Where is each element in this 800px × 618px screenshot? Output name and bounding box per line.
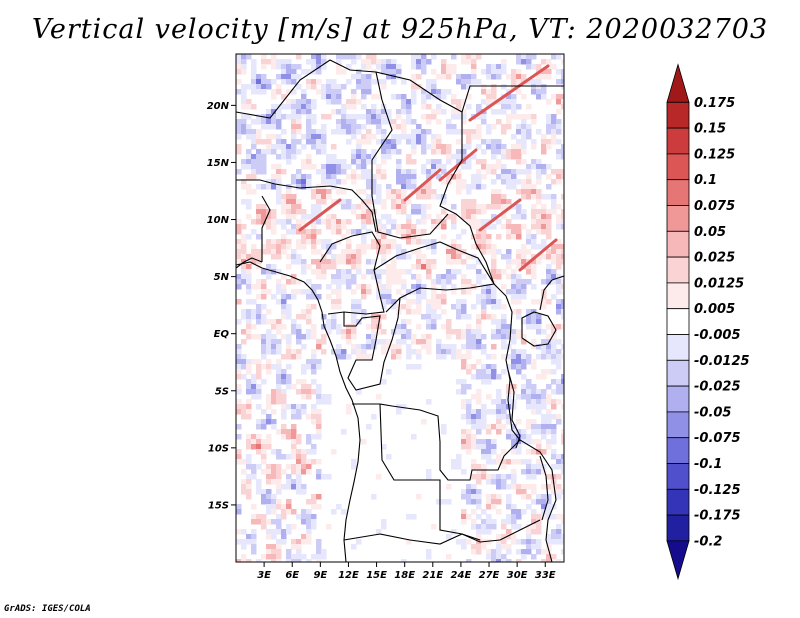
lon-tick-label: 6E <box>285 570 299 581</box>
border-sudan <box>461 85 564 113</box>
border-east-2 <box>539 275 564 311</box>
lake-victoria <box>521 311 557 347</box>
lat-tick-label: EQ <box>214 329 230 340</box>
colorbar-segment <box>666 230 690 258</box>
colorbar-label: -0.025 <box>694 380 741 395</box>
colorbar-label: 0.025 <box>694 251 735 266</box>
colorbar: 0.175 0.15 0.125 0.1 0.075 0.05 0.025 0.0125 0.0… <box>666 63 750 581</box>
colorbar-segment <box>666 437 690 464</box>
convective-streak <box>468 64 550 122</box>
colorbar-label: -0.005 <box>694 328 741 343</box>
border-namibia <box>343 519 541 545</box>
lon-tick-label: 18E <box>394 570 415 581</box>
lat-tick-label: 15S <box>208 500 229 511</box>
grads-credit: GrADS: IGES/COLA <box>4 604 91 614</box>
border-north <box>236 179 377 233</box>
lake-malawi <box>539 455 549 521</box>
lat-tick-label: 5S <box>215 386 229 397</box>
colorbar-segment <box>666 334 690 361</box>
colorbar-label: -0.2 <box>694 534 722 549</box>
convective-streak <box>518 238 558 272</box>
lat-tick-label: 10N <box>207 215 230 226</box>
lon-tick-label: 15E <box>366 570 387 581</box>
convective-streak <box>438 148 478 182</box>
guinea-coast <box>236 257 263 269</box>
lon-tick-label: 30E <box>507 570 528 581</box>
colorbar-label: -0.075 <box>694 431 741 446</box>
border-east <box>493 283 557 562</box>
lon-tick-label: 24E <box>451 570 472 581</box>
colorbar-segment <box>666 205 690 232</box>
colorbar-segment <box>666 101 690 129</box>
lon-tick-label: 27E <box>479 570 500 581</box>
colorbar-label: -0.1 <box>694 457 722 472</box>
chart-title: Vertical velocity [m/s] at 925hPa, VT: 2… <box>31 14 769 45</box>
country-boundaries <box>236 59 564 562</box>
lon-tick-label: 21E <box>422 570 443 581</box>
lon-tick-label: 3E <box>257 570 271 581</box>
colorbar-segment <box>666 488 690 516</box>
colorbar-label: -0.175 <box>694 509 741 524</box>
colorbar-segment <box>666 153 690 181</box>
colorbar-segment <box>666 256 690 284</box>
colorbar-label: 0.075 <box>694 199 735 214</box>
lake-tanganyika <box>507 369 521 449</box>
lon-tick-label: 33E <box>535 570 556 581</box>
colorbar-segment <box>666 359 690 387</box>
colorbar-label: 0.125 <box>694 147 735 162</box>
colorbar-segment <box>666 514 690 542</box>
colorbar-label: 0.1 <box>694 173 717 188</box>
convective-streak <box>298 198 342 232</box>
colorbar-bottom-arrow <box>666 540 690 581</box>
vertical-velocity-field <box>236 54 564 562</box>
colorbar-label: 0.0125 <box>694 276 744 291</box>
colorbar-label: 0.005 <box>694 302 735 317</box>
lat-tick-label: 5N <box>214 272 230 283</box>
latitude-axis: 20N 15N 10N 5N EQ 5S 10S 15S <box>207 101 236 511</box>
lon-tick-label: 9E <box>313 570 327 581</box>
longitude-axis: 3E 6E 9E 12E 15E 18E 21E 24E 27E 30E 33E <box>257 562 556 581</box>
border-nigeria <box>261 195 271 262</box>
colorbar-segment <box>666 411 690 439</box>
colorbar-label: -0.125 <box>694 483 741 498</box>
colorbar-label: 0.175 <box>694 96 735 111</box>
colorbar-segment <box>666 385 690 413</box>
border-drc-south <box>352 403 521 481</box>
convective-streak <box>403 168 442 202</box>
lat-tick-label: 15N <box>207 158 230 169</box>
border-chad <box>371 71 449 239</box>
colorbar-segment <box>666 308 690 335</box>
border-congo <box>343 297 401 391</box>
colorbar-label: 0.15 <box>694 122 726 137</box>
lat-tick-label: 10S <box>208 443 229 454</box>
colorbar-segment <box>666 463 690 490</box>
convective-streak <box>478 198 522 232</box>
colorbar-top-arrow <box>666 63 690 103</box>
colorbar-label: 0.05 <box>694 225 726 240</box>
border-car <box>373 241 495 313</box>
colorbar-segment <box>666 127 690 155</box>
lon-tick-label: 12E <box>338 570 359 581</box>
colorbar-segment <box>666 282 690 310</box>
lat-tick-label: 20N <box>207 101 230 112</box>
colorbar-segment <box>666 179 690 206</box>
colorbar-label: -0.0125 <box>694 354 750 369</box>
colorbar-label: -0.05 <box>694 405 731 420</box>
coastline <box>236 261 361 562</box>
map-frame <box>235 53 565 563</box>
